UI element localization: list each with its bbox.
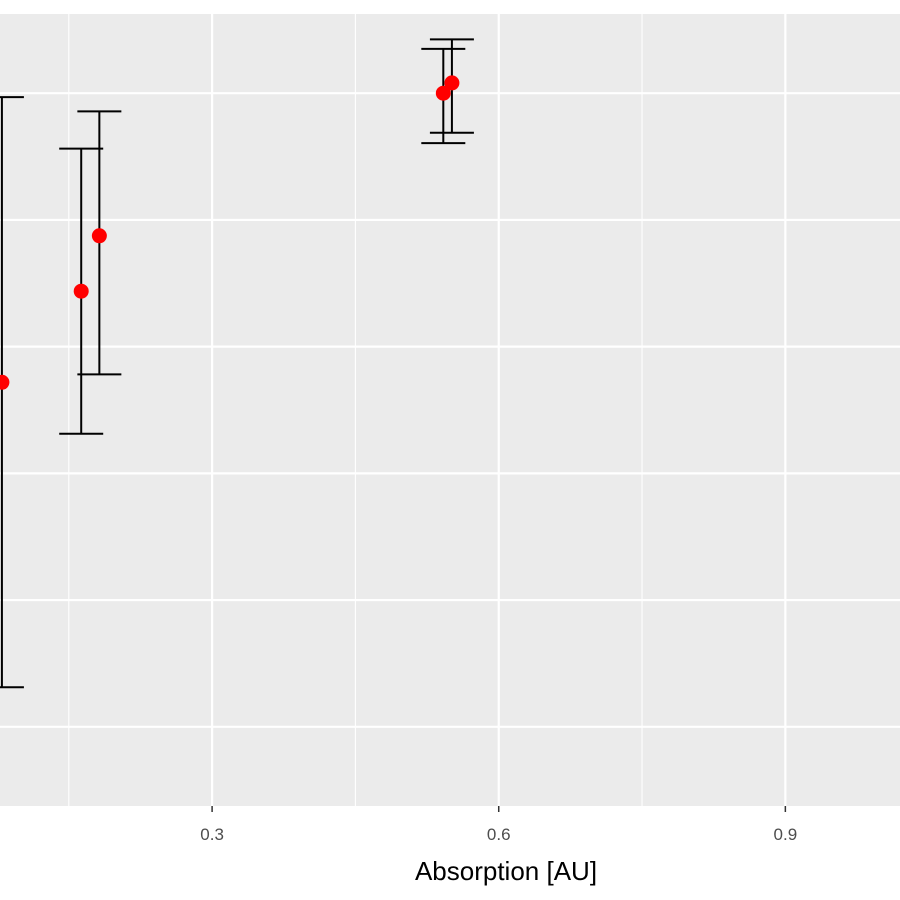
data-point — [73, 283, 89, 299]
major-gridlines — [0, 14, 900, 855]
x-tick-label: 0.9 — [774, 825, 798, 844]
x-axis-title: Absorption [AU] — [415, 856, 597, 886]
data-point — [91, 228, 107, 244]
minor-gridlines — [68, 14, 643, 806]
x-axis-ticks: 0.3 0.6 0.9 — [200, 806, 797, 844]
x-tick-label: 0.6 — [487, 825, 511, 844]
plot-panel — [0, 14, 900, 806]
data-point — [444, 75, 460, 91]
data-point — [435, 85, 451, 101]
data-point — [0, 374, 10, 390]
data-points — [0, 75, 460, 390]
x-tick-label: 0.3 — [200, 825, 224, 844]
